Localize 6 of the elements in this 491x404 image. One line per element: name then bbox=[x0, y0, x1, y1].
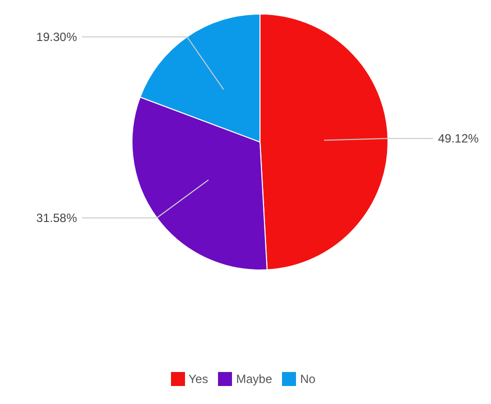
legend-label: Yes bbox=[188, 372, 208, 386]
data-label: 31.58% bbox=[36, 210, 78, 225]
legend-label: Maybe bbox=[236, 372, 272, 386]
data-label: 49.12% bbox=[438, 131, 480, 146]
legend-label: No bbox=[300, 372, 316, 386]
data-label: 19.30% bbox=[36, 30, 78, 44]
